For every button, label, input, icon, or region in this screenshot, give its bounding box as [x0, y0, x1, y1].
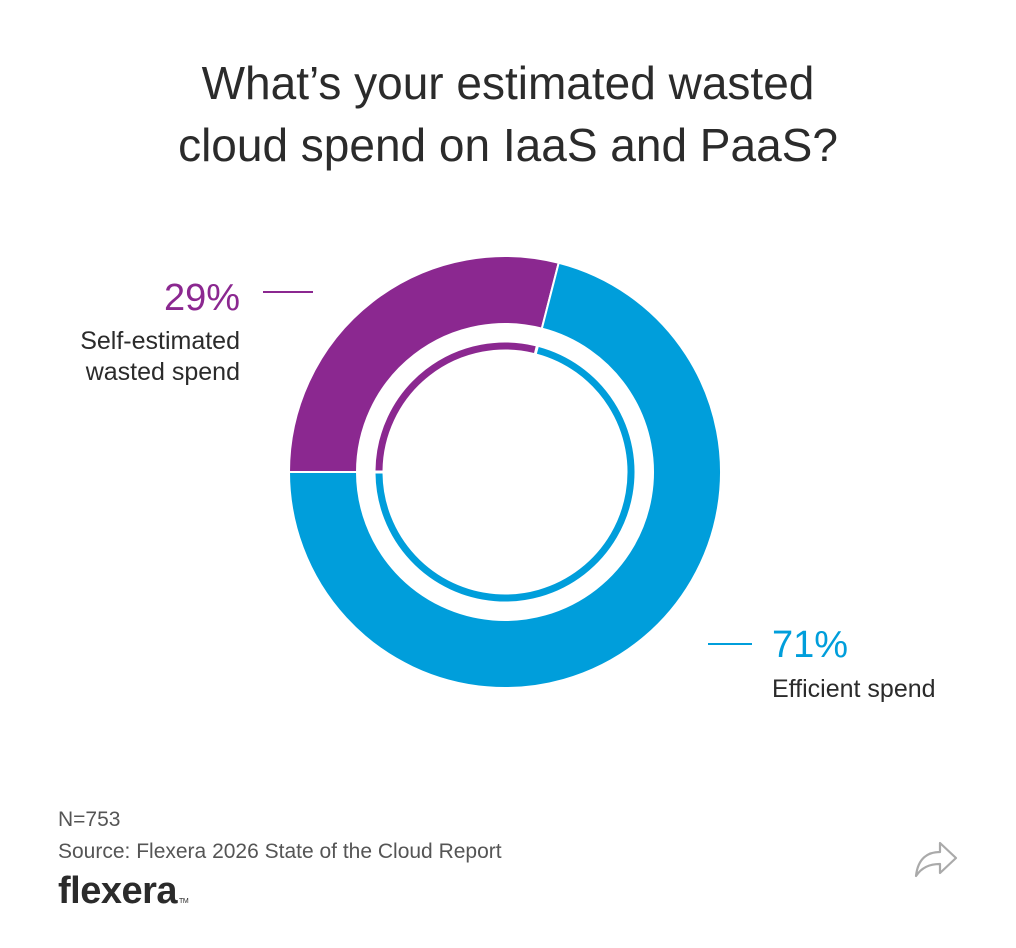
efficient-percent-label: 71% [772, 624, 849, 666]
efficient-slice-inner-ring [375, 346, 635, 602]
chart-title-line-2: cloud spend on IaaS and PaaS? [178, 119, 838, 171]
trademark-mark: TM [179, 898, 189, 905]
wasted-percent-label: 29% [163, 277, 240, 319]
wasted-name-line-1: Self-estimated [80, 327, 240, 355]
wasted-slice-inner-ring [375, 342, 536, 471]
source-note: Source: Flexera 2026 State of the Cloud … [58, 840, 502, 863]
flexera-logo-text: flexera [58, 870, 178, 912]
sample-size: N=753 [58, 808, 121, 831]
wasted-name-line-2: wasted spend [85, 358, 240, 386]
efficient-slice [287, 261, 722, 689]
share-arrow-icon[interactable] [910, 836, 960, 880]
efficient-name-label: Efficient spend [772, 674, 936, 705]
flexera-logo: flexera TM [58, 870, 189, 913]
wasted-slice [287, 255, 560, 473]
efficient-name-line-1: Efficient spend [772, 675, 936, 703]
chart-title-line-1: What’s your estimated wasted [201, 57, 815, 109]
chart-title: What’s your estimated wasted cloud spend… [0, 52, 1016, 176]
wasted-name-label: Self-estimated wasted spend [80, 326, 240, 388]
